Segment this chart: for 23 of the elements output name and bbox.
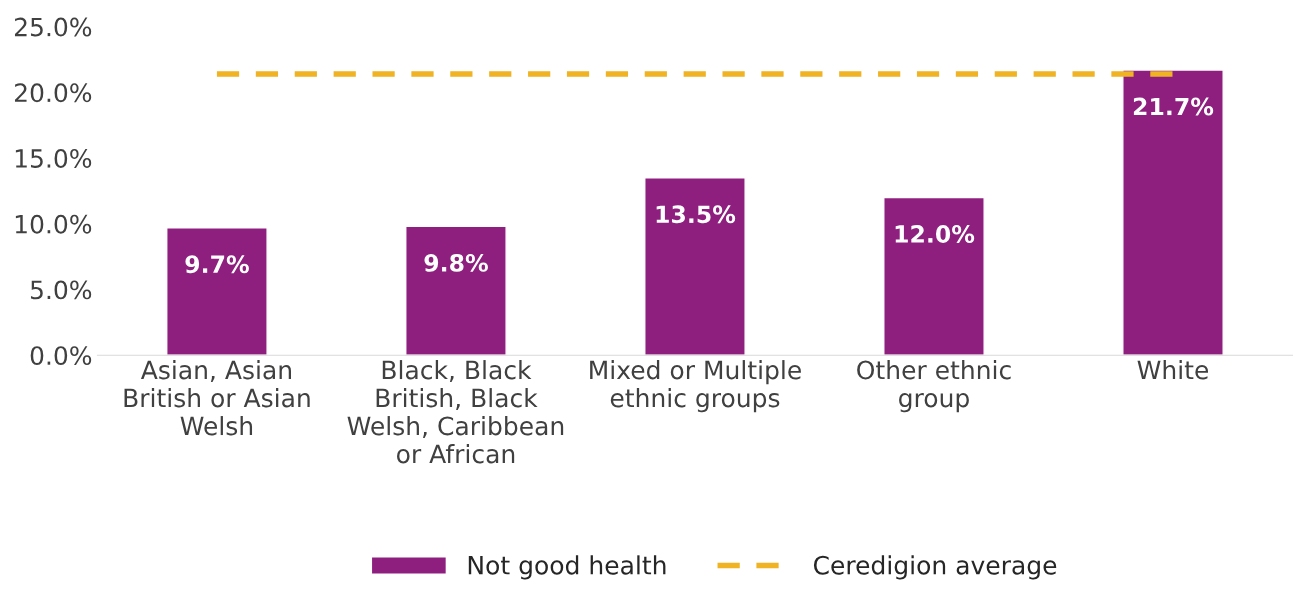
- y-tick-label: 0.0%: [30, 346, 92, 366]
- x-tick-label: Black, Black British, Black Welsh, Caribbean or African: [347, 360, 564, 464]
- text: 9.7%: [185, 255, 249, 274]
- y-tick-label: 5.0%: [30, 280, 92, 300]
- y-tick-label: 15.0%: [15, 149, 92, 168]
- text: 9.8%: [424, 253, 488, 272]
- text: 13.5%: [656, 205, 736, 224]
- bar: [405, 225, 507, 356]
- x-tick-label: Mixed or Multiple ethnic groups: [590, 360, 801, 413]
- legend-label: Not good health: [468, 555, 666, 580]
- legend-label: Ceredigion average: [813, 555, 1057, 580]
- text: 12.0%: [895, 225, 975, 243]
- x-tick-label: Other ethnic group: [857, 360, 1011, 413]
- y-tick-label: 20.0%: [14, 83, 92, 103]
- x-tick-label: White: [1137, 360, 1209, 380]
- bar: [644, 177, 746, 356]
- x-tick-label: Asian, Asian British or Asian Welsh: [124, 360, 310, 436]
- y-tick-label: 25.0%: [14, 17, 92, 37]
- bar: [883, 196, 985, 356]
- y-tick-label: 10.0%: [15, 214, 92, 234]
- text: 21.7%: [1133, 97, 1214, 116]
- bar: [1122, 69, 1224, 356]
- bar: [166, 227, 268, 356]
